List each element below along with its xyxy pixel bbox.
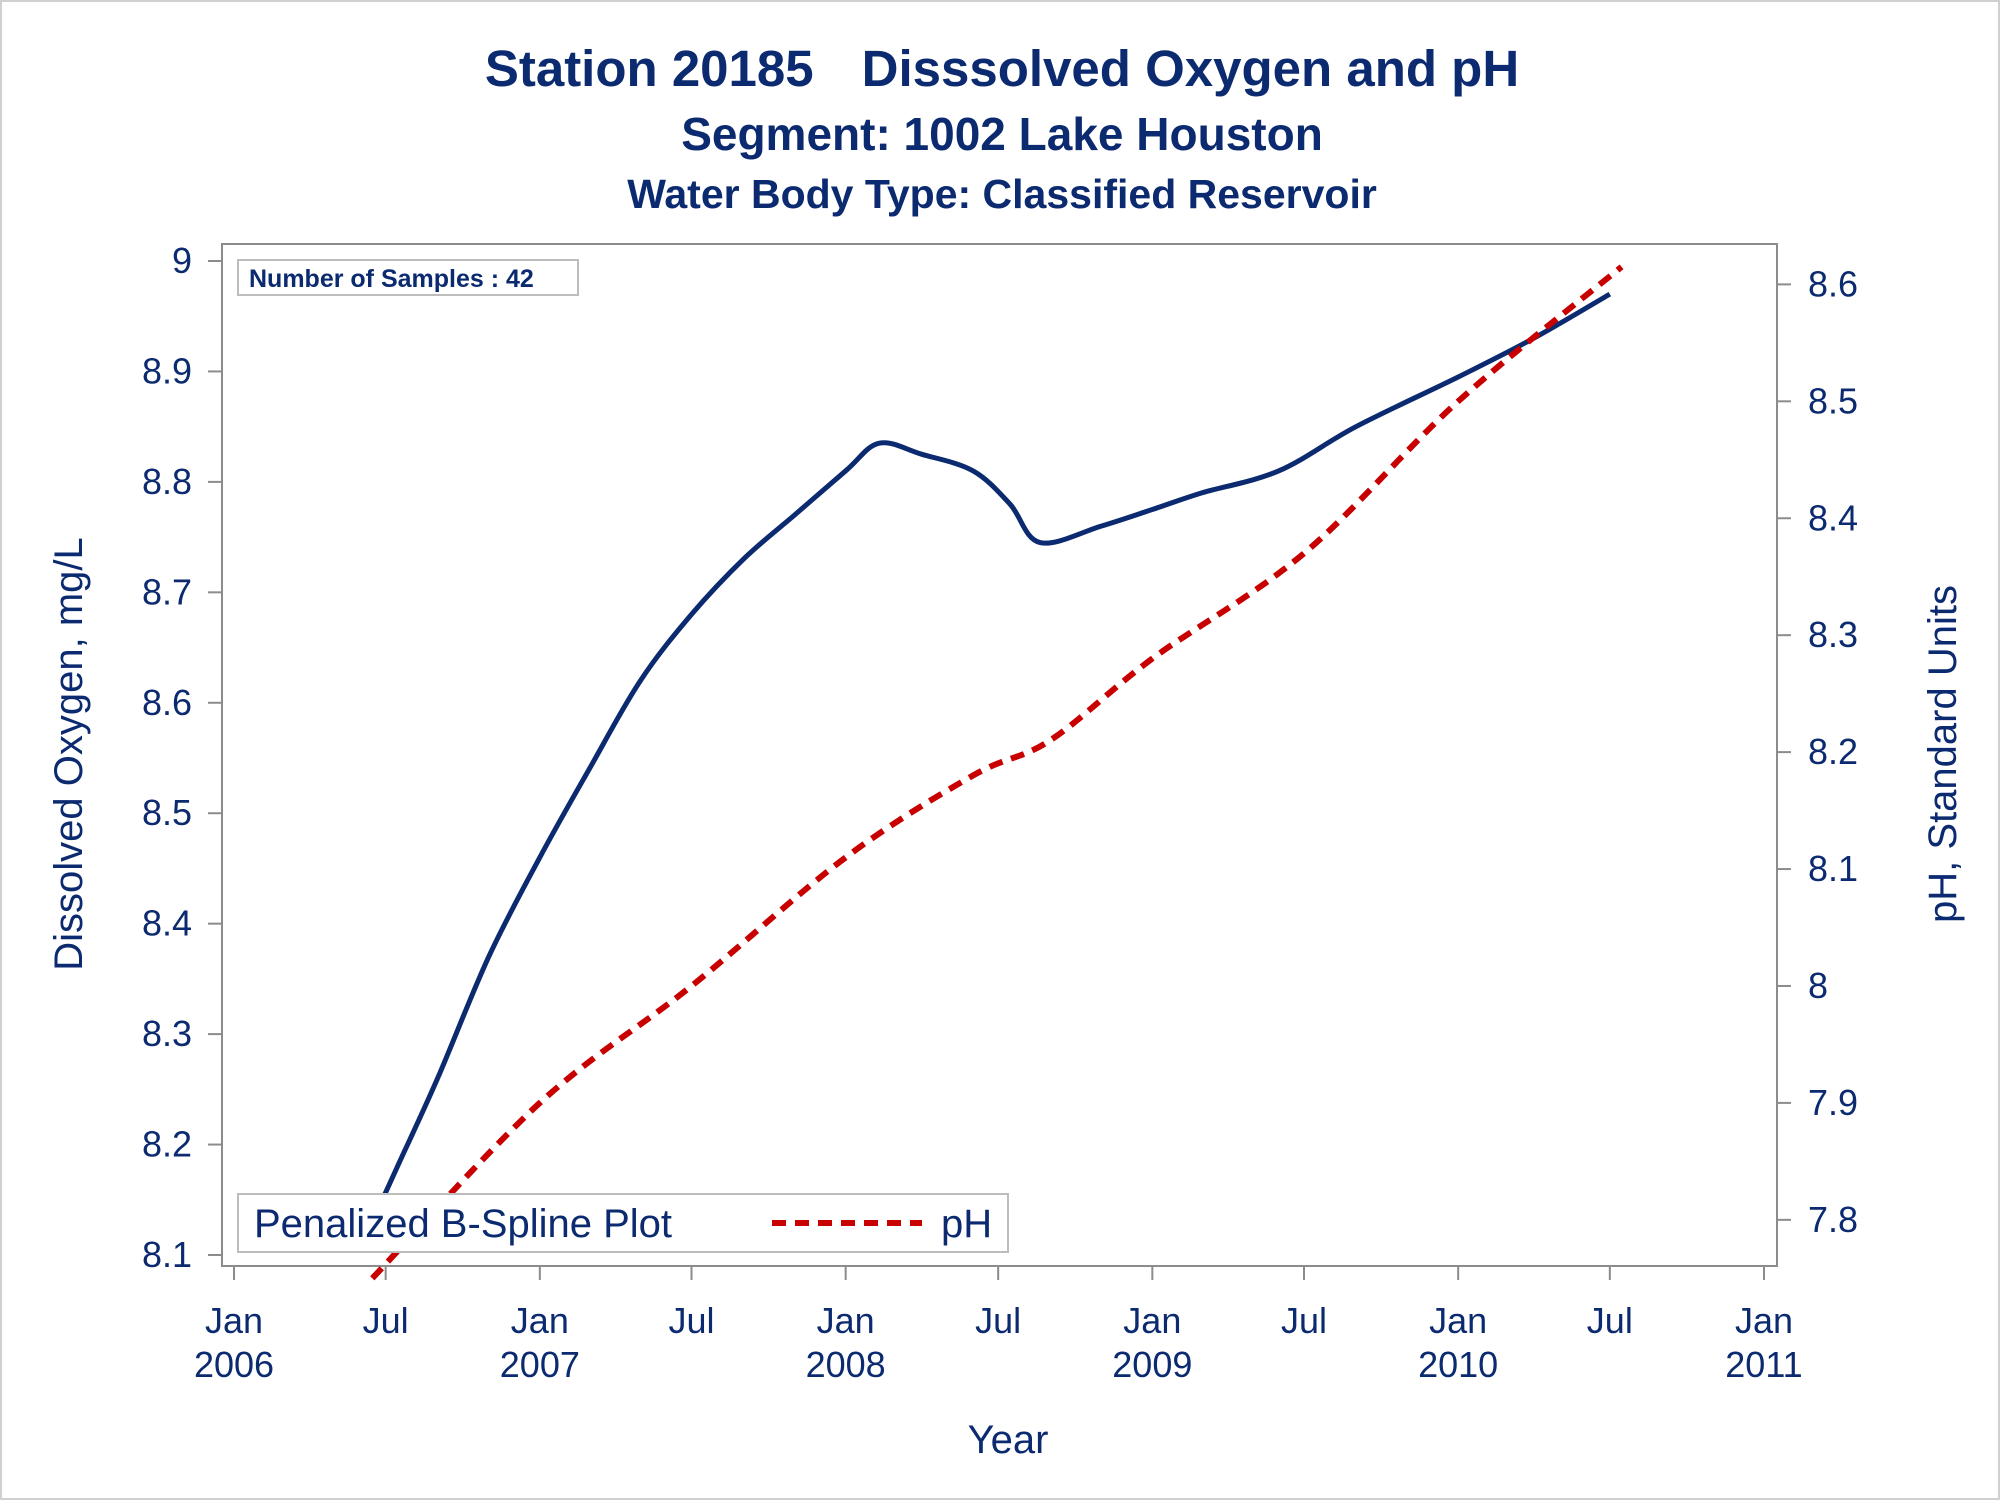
x-tick-label-year: 2009 xyxy=(1112,1344,1192,1385)
x-tick-label-month: Jan xyxy=(1123,1300,1181,1341)
plot-area xyxy=(221,243,1778,1267)
series-group xyxy=(370,264,1624,1281)
x-tick-label-month: Jul xyxy=(1281,1300,1327,1341)
x-tick-label-month: Jul xyxy=(1587,1300,1633,1341)
legend: Penalized B-Spline Plot pH xyxy=(237,1193,1009,1253)
y-left-tick-label: 8.9 xyxy=(142,350,192,391)
legend-title: Penalized B-Spline Plot xyxy=(254,1202,672,1246)
x-tick-label-month: Jan xyxy=(511,1300,569,1341)
y-right-tick-label: 8.3 xyxy=(1808,614,1858,655)
x-tick-label-month: Jan xyxy=(1735,1300,1793,1341)
x-tick-label-year: 2007 xyxy=(500,1344,580,1385)
y-left-tick-label: 8.4 xyxy=(142,903,192,944)
chart-title-line2: Segment: 1002 Lake Houston xyxy=(681,108,1323,160)
title-measure: Disssolved Oxygen and pH xyxy=(862,40,1520,97)
x-axis-label: Year xyxy=(968,1418,1049,1462)
y-right-tick-label: 8.6 xyxy=(1808,263,1858,304)
y-right-tick-label: 7.8 xyxy=(1808,1199,1858,1240)
y-right-tick-label: 8.4 xyxy=(1808,497,1858,538)
ph-series-line xyxy=(370,264,1624,1281)
y-left-tick-label: 8.8 xyxy=(142,461,192,502)
x-tick-label-year: 2008 xyxy=(806,1344,886,1385)
x-tick-label-year: 2011 xyxy=(1725,1344,1802,1385)
chart-title-line1: Station 20185 Disssolved Oxygen and pH xyxy=(485,40,1519,97)
x-tick-label-month: Jan xyxy=(205,1300,263,1341)
title-station: Station 20185 xyxy=(485,40,814,97)
dissolved-oxygen-series-line xyxy=(370,291,1612,1223)
y-right-tick-label: 7.9 xyxy=(1808,1082,1858,1123)
y-right-tick-label: 8.2 xyxy=(1808,731,1858,772)
x-tick-label-month: Jan xyxy=(1429,1300,1487,1341)
y-right-tick-label: 8.1 xyxy=(1808,848,1858,889)
samples-inset-box xyxy=(237,259,579,296)
y-left-tick-label: 8.5 xyxy=(142,792,192,833)
samples-inset-text: Number of Samples : 42 xyxy=(249,265,534,293)
x-tick-label-month: Jul xyxy=(668,1300,714,1341)
y-axis-right: 7.8 7.9 8 8.1 8.2 8.3 8.4 8.5 8.6 xyxy=(1777,263,1858,1240)
y-right-tick-label: 8 xyxy=(1808,965,1828,1006)
y-left-tick-label: 9 xyxy=(172,240,192,281)
y-axis-label-left: Dissolved Oxygen, mg/L xyxy=(47,537,91,971)
y-left-tick-label: 8.1 xyxy=(142,1234,192,1275)
y-right-tick-label: 8.5 xyxy=(1808,380,1858,421)
y-left-tick-label: 8.2 xyxy=(142,1124,192,1165)
y-axis-label-right: pH, Standard Units xyxy=(1921,585,1965,923)
y-left-tick-label: 8.6 xyxy=(142,682,192,723)
x-tick-label-month: Jan xyxy=(817,1300,875,1341)
y-axis-left: 8.1 8.2 8.3 8.4 8.5 8.6 8.7 8.8 8.9 9 xyxy=(142,240,222,1275)
y-left-tick-label: 8.3 xyxy=(142,1013,192,1054)
chart-title-line3: Water Body Type: Classified Reservoir xyxy=(627,171,1377,217)
x-tick-label-year: 2010 xyxy=(1418,1344,1498,1385)
x-tick-label-month: Jul xyxy=(363,1300,409,1341)
legend-ph-label: pH xyxy=(941,1202,992,1246)
y-left-tick-label: 8.7 xyxy=(142,571,192,612)
legend-box xyxy=(237,1193,1009,1253)
x-tick-label-month: Jul xyxy=(975,1300,1021,1341)
x-tick-label-year: 2006 xyxy=(194,1344,274,1385)
